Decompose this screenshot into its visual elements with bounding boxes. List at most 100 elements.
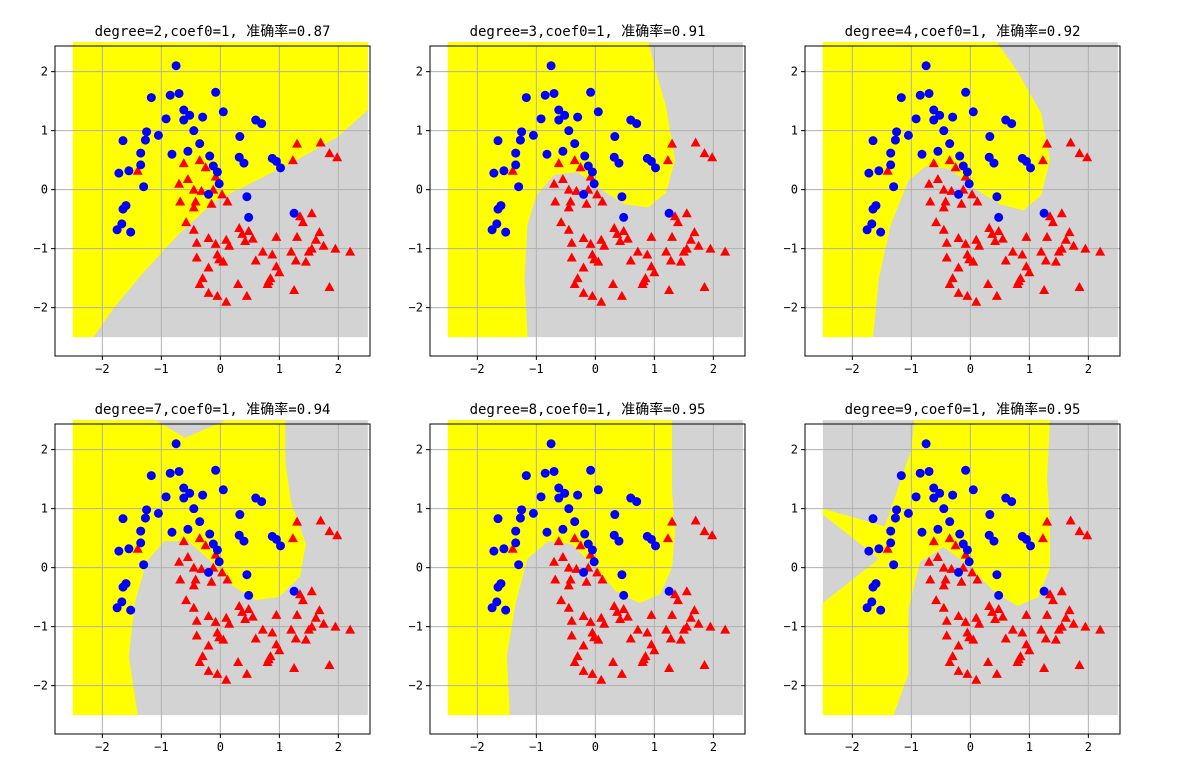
- class1-point: [188, 224, 199, 234]
- class1-point: [550, 196, 561, 206]
- class0-point: [214, 179, 224, 189]
- class0-point: [536, 114, 546, 124]
- class1-point: [950, 540, 961, 550]
- class1-point: [262, 279, 273, 289]
- class1-point: [987, 606, 998, 616]
- class0-point: [239, 158, 249, 168]
- class1-point: [203, 611, 214, 621]
- class1-point: [924, 178, 935, 188]
- class0-point: [876, 605, 886, 615]
- class1-point: [191, 615, 202, 625]
- class1-point: [944, 657, 955, 667]
- class0-point: [924, 88, 934, 98]
- class1-point: [1042, 609, 1053, 619]
- class0-point: [580, 529, 590, 539]
- class0-point: [886, 538, 896, 548]
- class1-point: [237, 228, 248, 238]
- class1-point: [882, 165, 893, 175]
- class1-point: [681, 208, 692, 218]
- class1-point: [581, 198, 592, 208]
- class0-point: [140, 135, 150, 145]
- class1-point: [507, 165, 518, 175]
- class0-point: [664, 586, 674, 596]
- class1-point: [944, 155, 955, 165]
- class1-point: [1037, 155, 1048, 165]
- class1-point: [566, 252, 577, 262]
- class1-point: [233, 279, 244, 289]
- class1-point: [191, 252, 202, 262]
- class1-point: [953, 233, 964, 243]
- class1-point: [174, 178, 185, 188]
- x-tick-label: −2: [845, 740, 859, 754]
- class1-point: [667, 516, 678, 526]
- class1-point: [938, 562, 949, 572]
- class0-point: [915, 468, 925, 478]
- class1-point: [938, 602, 949, 612]
- class1-point: [287, 155, 298, 165]
- class1-point: [222, 196, 233, 206]
- class1-point: [941, 237, 952, 247]
- class1-point: [250, 255, 261, 265]
- class0-point: [933, 146, 943, 156]
- class0-point: [142, 505, 152, 515]
- class0-point: [183, 146, 193, 156]
- class1-point: [257, 246, 268, 256]
- class0-point: [874, 166, 884, 176]
- y-tick-label: −2: [34, 679, 48, 693]
- class1-point: [243, 225, 254, 235]
- class0-point: [244, 590, 254, 600]
- class0-point: [189, 126, 199, 136]
- x-tick-label: 1: [1026, 740, 1033, 754]
- class0-region: [822, 420, 1050, 716]
- class1-point: [608, 657, 619, 667]
- class0-point: [511, 148, 521, 158]
- class0-point: [257, 119, 267, 129]
- class0-point: [903, 508, 913, 518]
- class0-point: [589, 179, 599, 189]
- class0-point: [911, 114, 921, 124]
- class1-point: [1036, 246, 1047, 256]
- class1-point: [993, 603, 1004, 613]
- class1-point: [218, 256, 229, 266]
- class1-point: [132, 165, 143, 175]
- class1-point: [649, 645, 660, 655]
- class1-point: [217, 189, 228, 199]
- class0-point: [862, 603, 872, 613]
- class1-point: [292, 231, 303, 241]
- class0-point: [933, 524, 943, 534]
- class0-point: [917, 527, 927, 537]
- class0-region: [822, 42, 1050, 338]
- class1-point: [705, 621, 716, 631]
- class0-point: [118, 514, 128, 524]
- x-tick-label: 0: [967, 740, 974, 754]
- class1-point: [585, 616, 596, 626]
- class1-point: [593, 256, 604, 266]
- class1-point: [188, 562, 199, 572]
- class0-point: [992, 570, 1002, 580]
- class0-point: [593, 107, 603, 117]
- y-tick-label: −1: [409, 242, 423, 256]
- class1-point: [616, 668, 627, 678]
- class1-point: [566, 630, 577, 640]
- class0-point: [1007, 497, 1017, 507]
- x-tick-label: 1: [276, 362, 283, 376]
- class1-point: [182, 552, 193, 562]
- class1-point: [292, 609, 303, 619]
- x-tick-label: −1: [154, 362, 168, 376]
- class1-point: [178, 536, 189, 546]
- class1-point: [194, 155, 205, 165]
- class0-point: [968, 485, 978, 495]
- class1-point: [646, 231, 657, 241]
- class1-point: [983, 279, 994, 289]
- class1-point: [203, 665, 214, 675]
- class0-point: [632, 119, 642, 129]
- class1-point: [332, 530, 343, 540]
- subplot-3: degree=4,coef0=1, 准确率=0.92 −2 −1 0 1 2 −2 −1 0 1 2: [784, 23, 1121, 376]
- class1-point: [247, 611, 258, 621]
- class1-point: [964, 254, 975, 264]
- class1-point: [649, 267, 660, 277]
- class0-point: [271, 156, 281, 166]
- x-tick-label: 2: [335, 362, 342, 376]
- class1-point: [667, 138, 678, 148]
- class0-point: [868, 582, 878, 592]
